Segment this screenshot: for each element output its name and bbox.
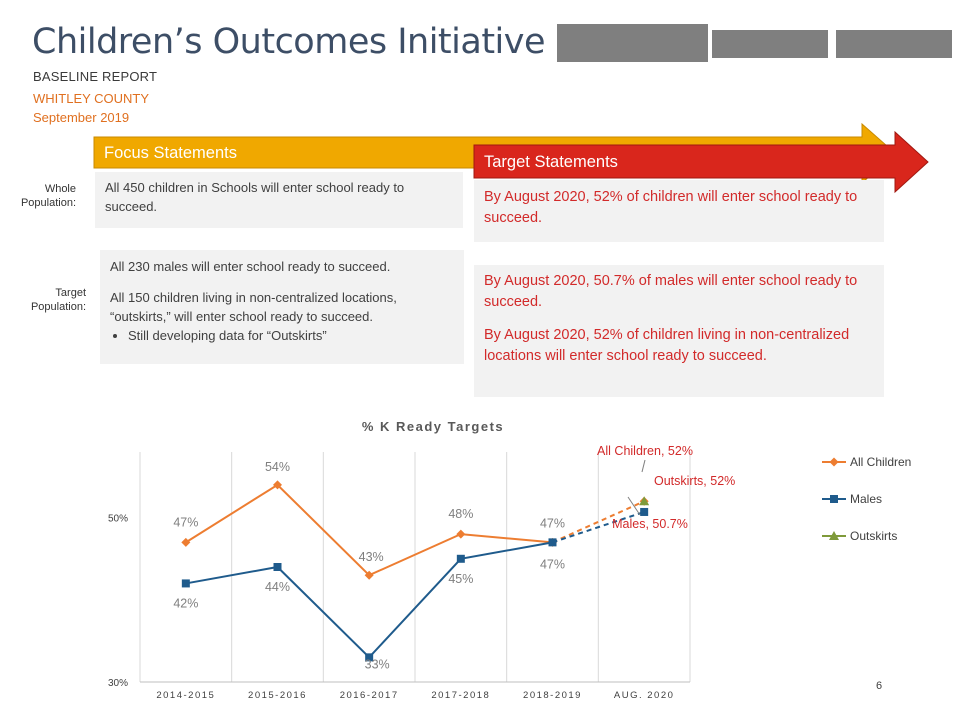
focus-bullet-item: Still developing data for “Outskirts” (128, 326, 454, 345)
data-label: 47% (540, 516, 565, 530)
data-point-marker (639, 496, 650, 506)
header-decoration-block-1 (557, 24, 708, 62)
page-title: Children’s Outcomes Initiative (32, 22, 546, 62)
y-tick-label: 30% (108, 678, 128, 689)
data-point-marker (181, 579, 190, 588)
series-target-line (552, 511, 645, 544)
focus-banner-label: Focus Statements (104, 144, 237, 162)
target-arrow (473, 130, 929, 194)
target-leader-line (627, 496, 641, 516)
target-banner-label: Target Statements (484, 153, 618, 171)
data-point-marker (829, 457, 839, 467)
data-label: 43% (359, 550, 384, 564)
data-point-marker (640, 507, 649, 516)
legend-label: Outskirts (850, 529, 897, 543)
target-label-all-children: All Children, 52% (597, 444, 693, 458)
data-point-marker (181, 537, 191, 547)
whole-population-label: Whole Population: (20, 183, 76, 209)
data-point-marker (365, 653, 374, 662)
data-point-marker (456, 554, 465, 563)
target-focus-statement: All 230 males will enter school ready to… (100, 250, 464, 364)
target-label-outskirts: Outskirts, 52% (654, 474, 735, 488)
target-population-label: Target Population: (30, 287, 86, 313)
x-tick-label: 2016-2017 (340, 690, 399, 701)
header-decoration-block-3 (836, 30, 952, 58)
x-tick-label: 2018-2019 (523, 690, 582, 701)
data-point-marker (273, 480, 282, 490)
whole-target-statement: By August 2020, 52% of children will ent… (474, 180, 884, 242)
target-label-males: Males, 50.7% (612, 517, 688, 531)
page-number: 6 (876, 680, 883, 692)
target-target-statement: By August 2020, 50.7% of males will ente… (474, 265, 884, 397)
focus-bullet-list: Still developing data for “Outskirts” (110, 326, 454, 345)
x-tick-label: AUG. 2020 (614, 690, 675, 701)
series-target-line (552, 500, 645, 544)
data-point-marker (829, 531, 839, 540)
data-point-marker (830, 495, 838, 503)
report-subtitle: BASELINE REPORT (33, 69, 158, 84)
data-label: 48% (448, 507, 473, 521)
data-label: 47% (173, 515, 198, 529)
x-tick-label: 2015-2016 (248, 690, 307, 701)
data-point-marker (364, 570, 374, 580)
banner-arrows: Focus Statements Target Statements (93, 122, 929, 194)
y-tick-label: 50% (108, 514, 128, 525)
data-label: 42% (173, 596, 198, 610)
x-tick-label: 2017-2018 (431, 690, 490, 701)
data-label: 33% (365, 657, 390, 671)
chart-title: % K Ready Targets (361, 419, 505, 434)
data-label: 54% (265, 460, 290, 474)
data-point-marker (548, 538, 557, 547)
report-date: September 2019 (33, 110, 130, 125)
whole-focus-statement: All 450 children in Schools will enter s… (95, 172, 463, 228)
data-label: 45% (448, 572, 473, 586)
x-tick-label: 2014-2015 (156, 690, 215, 701)
data-point-marker (273, 563, 282, 571)
data-label: 44% (265, 580, 290, 594)
legend-label: All Children (850, 455, 911, 469)
county-name: WHITLEY COUNTY (33, 91, 150, 106)
header-decoration-block-2 (712, 30, 828, 58)
data-label: 47% (540, 557, 565, 571)
legend-label: Males (850, 492, 882, 506)
data-point-marker (456, 529, 466, 539)
target-leader-line (641, 459, 646, 473)
